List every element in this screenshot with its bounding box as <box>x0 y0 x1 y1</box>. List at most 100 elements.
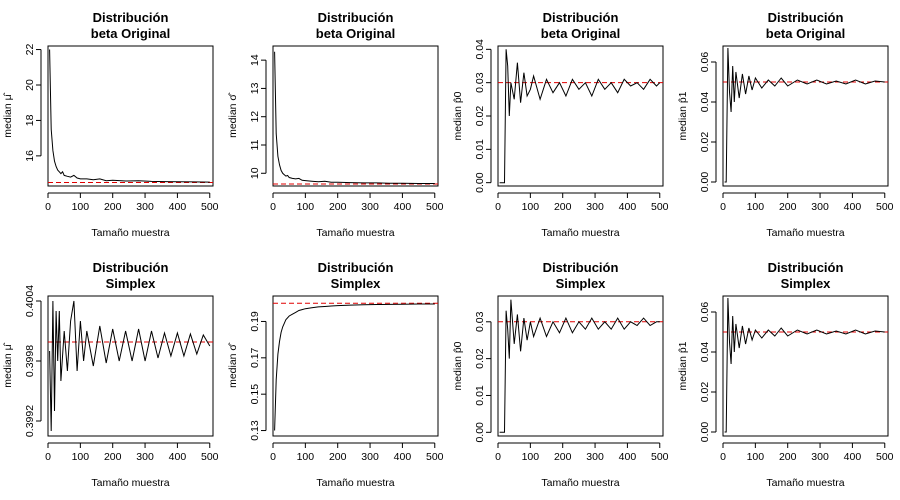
x-tick-label: 0 <box>495 201 501 213</box>
plot-frame <box>722 295 889 437</box>
y-axis-label: median σ̂ <box>227 342 239 388</box>
y-tick-label: 0.3992 <box>24 405 36 437</box>
y-axis-label: median p̂1 <box>677 91 689 140</box>
x-tick-label: 500 <box>876 201 894 213</box>
y-tick-label: 0.00 <box>699 422 711 443</box>
x-tick-label: 200 <box>329 201 347 213</box>
x-axis-label: Tamaño muestra <box>541 227 619 239</box>
y-tick-label: 14 <box>249 54 261 66</box>
chart-title-line: Simplex <box>781 276 832 291</box>
y-tick-label: 22 <box>24 44 36 56</box>
y-tick-label: 0.04 <box>699 92 711 113</box>
x-tick-label: 500 <box>426 201 444 213</box>
x-tick-label: 0 <box>495 451 501 463</box>
x-tick-label: 400 <box>844 451 862 463</box>
series-line <box>724 47 885 183</box>
y-tick-label: 11 <box>249 139 261 150</box>
x-tick-label: 500 <box>876 451 894 463</box>
chart-title-line: Simplex <box>331 276 382 291</box>
x-axis-label: Tamaño muestra <box>91 477 169 489</box>
x-tick-label: 400 <box>619 201 637 213</box>
plot-frame <box>272 295 439 437</box>
x-tick-label: 300 <box>811 201 829 213</box>
plot-frame <box>272 45 439 187</box>
y-tick-label: 0.02 <box>699 132 711 153</box>
x-tick-label: 100 <box>747 201 765 213</box>
x-tick-label: 400 <box>169 451 187 463</box>
x-tick-label: 400 <box>619 451 637 463</box>
x-tick-label: 300 <box>136 451 154 463</box>
y-tick-label: 16 <box>24 150 36 162</box>
x-tick-label: 200 <box>554 451 572 463</box>
x-tick-label: 100 <box>522 201 540 213</box>
plot-frame <box>47 45 214 187</box>
chart-title-line: beta Original <box>766 26 845 41</box>
x-axis-label: Tamaño muestra <box>316 477 394 489</box>
x-tick-label: 500 <box>651 451 669 463</box>
x-tick-label: 400 <box>844 201 862 213</box>
x-tick-label: 500 <box>201 451 219 463</box>
chart-title-line: beta Original <box>541 26 620 41</box>
x-tick-label: 300 <box>361 451 379 463</box>
x-tick-label: 100 <box>297 201 315 213</box>
y-tick-label: 0.02 <box>699 382 711 403</box>
x-tick-label: 500 <box>201 201 219 213</box>
series-line <box>499 299 660 433</box>
x-tick-label: 100 <box>747 451 765 463</box>
y-tick-label: 0.4004 <box>24 285 36 317</box>
y-tick-label: 0.06 <box>699 302 711 323</box>
x-tick-label: 500 <box>426 451 444 463</box>
x-tick-label: 0 <box>45 201 51 213</box>
y-tick-label: 0.01 <box>474 385 486 406</box>
y-tick-label: 0.00 <box>474 422 486 443</box>
y-tick-label: 0.00 <box>474 172 486 193</box>
y-tick-label: 0.17 <box>249 347 261 368</box>
x-tick-label: 100 <box>72 451 90 463</box>
plot-frame <box>47 295 214 437</box>
plot-frame <box>497 45 664 187</box>
x-tick-label: 0 <box>270 451 276 463</box>
x-tick-label: 100 <box>297 451 315 463</box>
x-tick-label: 300 <box>811 451 829 463</box>
y-axis-label: median p̂0 <box>452 91 464 140</box>
y-axis-label: median p̂1 <box>677 341 689 390</box>
y-tick-label: 13 <box>249 82 261 94</box>
x-tick-label: 100 <box>522 451 540 463</box>
y-tick-label: 0.15 <box>249 384 261 405</box>
y-tick-label: 0.02 <box>474 348 486 369</box>
plot-frame <box>497 295 664 437</box>
y-tick-label: 0.04 <box>474 39 486 60</box>
chart-title-line: beta Original <box>91 26 170 41</box>
x-axis-label: Tamaño muestra <box>91 227 169 239</box>
y-tick-label: 0.13 <box>249 420 261 441</box>
chart-title-line: Distribución <box>93 10 169 25</box>
x-axis-label: Tamaño muestra <box>766 477 844 489</box>
y-tick-label: 0.03 <box>474 311 486 332</box>
y-axis-label: median μ̂ <box>2 92 14 137</box>
x-tick-label: 400 <box>394 201 412 213</box>
x-tick-label: 400 <box>169 201 187 213</box>
chart-title-line: Distribución <box>318 10 394 25</box>
x-tick-label: 0 <box>45 451 51 463</box>
y-tick-label: 0.3998 <box>24 345 36 377</box>
x-tick-label: 0 <box>720 201 726 213</box>
x-axis-label: Tamaño muestra <box>541 477 619 489</box>
x-tick-label: 500 <box>651 201 669 213</box>
y-tick-label: 0.19 <box>249 311 261 332</box>
y-axis-label: median μ̂ <box>2 342 14 387</box>
x-tick-label: 100 <box>72 201 90 213</box>
chart-title-line: Distribución <box>543 10 619 25</box>
y-axis-label: median σ̂ <box>227 92 239 138</box>
y-tick-label: 0.02 <box>474 106 486 127</box>
y-tick-label: 0.00 <box>699 172 711 193</box>
y-tick-label: 18 <box>24 114 36 126</box>
y-tick-label: 0.04 <box>699 342 711 363</box>
x-tick-label: 200 <box>104 201 122 213</box>
